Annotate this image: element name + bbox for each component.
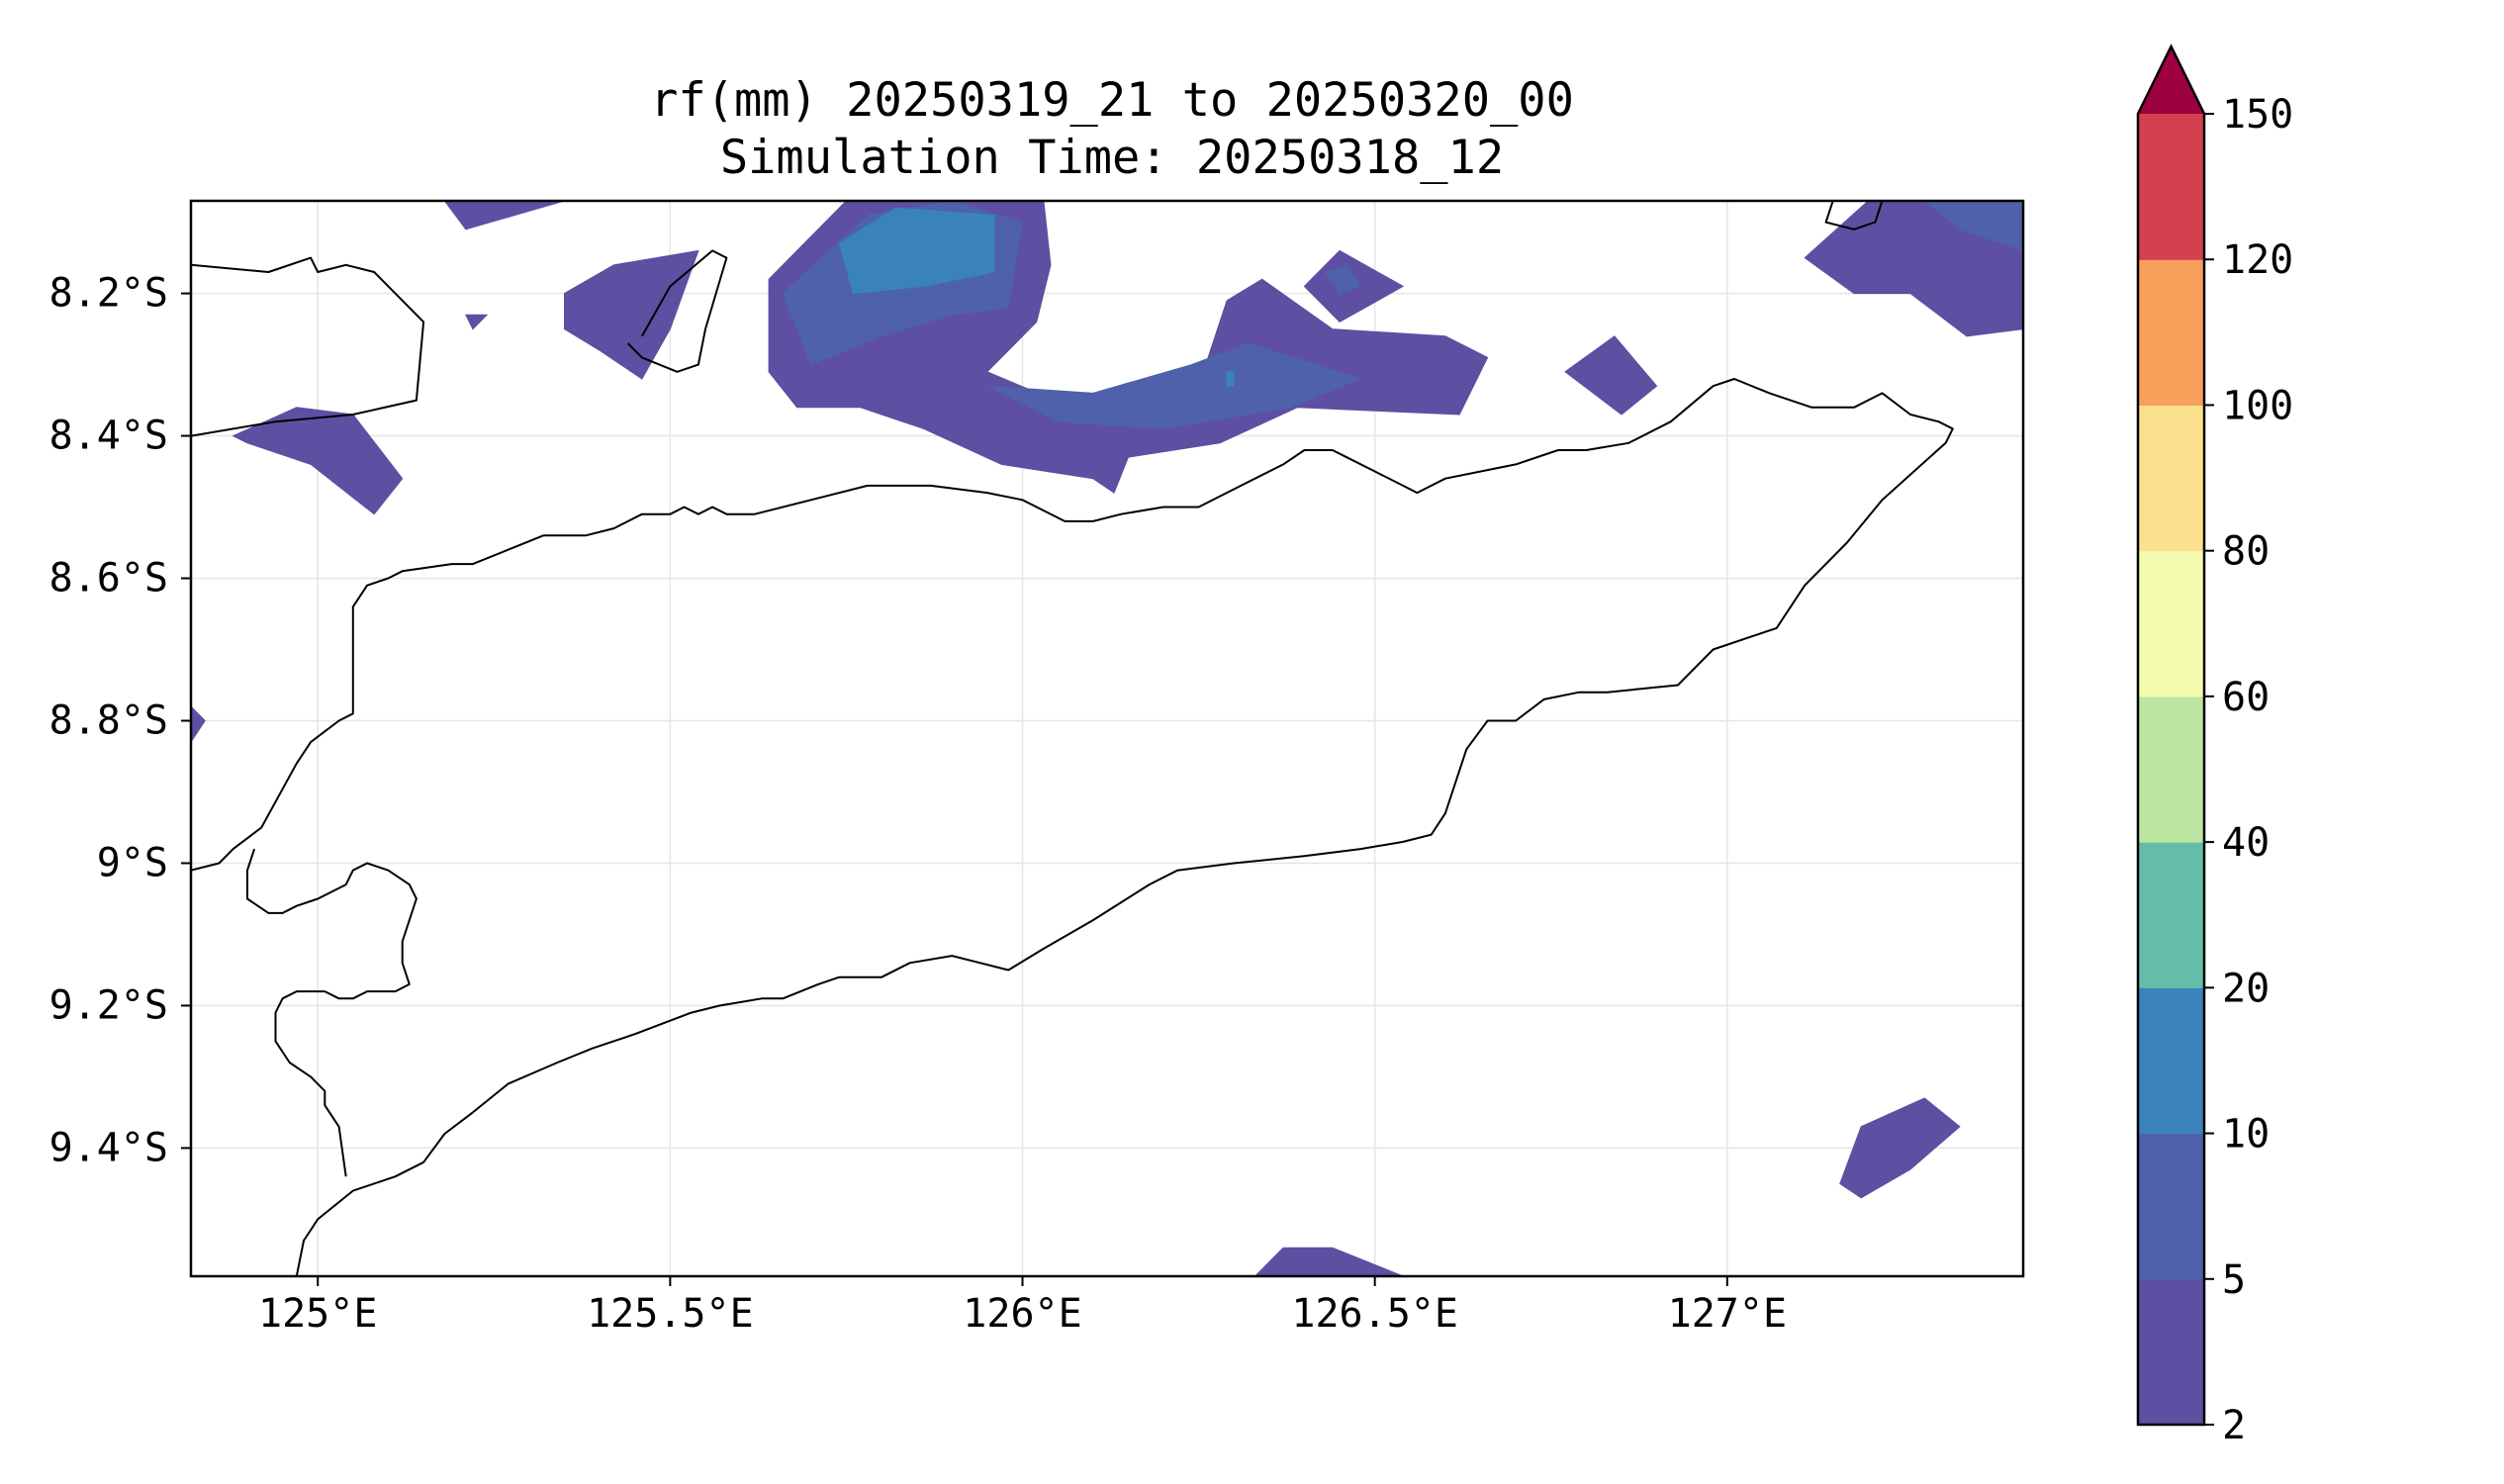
coastline-4 xyxy=(1824,201,1884,231)
chart-title-line1: rf(mm) 20250319_21 to 20250320_00 xyxy=(650,73,1574,128)
colorbar-segment-3 xyxy=(2138,842,2204,988)
colorbar-extend-arrow xyxy=(2138,46,2204,114)
colorbar-label-1: 5 xyxy=(2222,1257,2246,1303)
rain-region-3 xyxy=(232,407,404,515)
colorbar: 2 5 10 20 40 60 80 100 120 150 xyxy=(2136,44,2293,1448)
colorbar-segment-6 xyxy=(2138,405,2204,552)
coastline-1 xyxy=(626,249,728,373)
rain-region-8 xyxy=(1253,1247,1404,1276)
rain-region-6 xyxy=(1564,335,1658,416)
coastline-0 xyxy=(191,256,425,437)
rain-region-7 xyxy=(1804,201,2023,337)
x-tick-label-0: 125°E xyxy=(258,1291,377,1337)
rain-region-13 xyxy=(1325,264,1362,295)
colorbar-label-0: 2 xyxy=(2222,1403,2246,1448)
rain-region-10 xyxy=(1839,1097,1961,1199)
y-tick-label-3: 8.8°S xyxy=(49,698,168,744)
colorbar-label-2: 10 xyxy=(2222,1112,2270,1158)
colorbar-segment-0 xyxy=(2138,1278,2204,1426)
map-frame xyxy=(189,199,2025,1278)
rain-region-0 xyxy=(443,201,565,231)
y-tick-label-0: 8.2°S xyxy=(49,271,168,317)
colorbar-segment-5 xyxy=(2138,550,2204,697)
map-background xyxy=(191,201,2023,1276)
coastlines xyxy=(191,201,1954,1276)
longitude-ticks: 125°E 125.5°E 126°E 126.5°E 127°E xyxy=(258,1276,1787,1337)
colorbar-segment-8 xyxy=(2138,114,2204,260)
colorbar-label-6: 80 xyxy=(2222,529,2270,575)
latitude-ticks: 8.2°S 8.4°S 8.6°S 8.8°S 9°S 9.2°S 9.4°S xyxy=(49,271,191,1170)
colorbar-label-8: 120 xyxy=(2222,237,2293,283)
colorbar-label-3: 20 xyxy=(2222,966,2270,1011)
colorbar-label-7: 100 xyxy=(2222,383,2293,428)
colorbar-label-5: 60 xyxy=(2222,675,2270,720)
colorbar-label-4: 40 xyxy=(2222,820,2270,866)
rain-region-1 xyxy=(464,314,489,330)
y-tick-label-6: 9.4°S xyxy=(49,1125,168,1170)
x-tick-label-4: 127°E xyxy=(1668,1291,1787,1337)
rain-region-16 xyxy=(1226,371,1235,387)
y-tick-label-5: 9.2°S xyxy=(49,982,168,1028)
rain-region-9 xyxy=(191,705,206,744)
coastline-2 xyxy=(191,378,1954,1276)
y-tick-label-2: 8.6°S xyxy=(49,556,168,602)
colorbar-segment-4 xyxy=(2138,696,2204,843)
chart-title-line2: Simulation Time: 20250318_12 xyxy=(720,131,1504,185)
rain-region-15 xyxy=(838,207,995,295)
x-tick-label-2: 126°E xyxy=(963,1291,1081,1337)
gridlines xyxy=(191,201,2023,1276)
y-tick-label-4: 9°S xyxy=(97,840,168,885)
rain-region-12 xyxy=(986,342,1362,429)
map-panel: 125°E 125.5°E 126°E 126.5°E 127°E 8.2°S 8.4°S… xyxy=(49,199,2025,1337)
coastline-3 xyxy=(246,848,417,1177)
rain-region-2 xyxy=(564,249,699,380)
colorbar-segment-2 xyxy=(2138,987,2204,1135)
colorbar-label-9: 150 xyxy=(2222,92,2293,138)
x-tick-label-1: 125.5°E xyxy=(587,1291,754,1337)
colorbar-outline xyxy=(2136,44,2206,1427)
x-tick-label-3: 126.5°E xyxy=(1291,1291,1458,1337)
y-tick-label-1: 8.4°S xyxy=(49,414,168,459)
colorbar-segment-1 xyxy=(2138,1133,2204,1280)
rain-region-14 xyxy=(1923,201,2023,251)
rainfall-contours xyxy=(191,201,2023,1276)
colorbar-segment-7 xyxy=(2138,259,2204,406)
